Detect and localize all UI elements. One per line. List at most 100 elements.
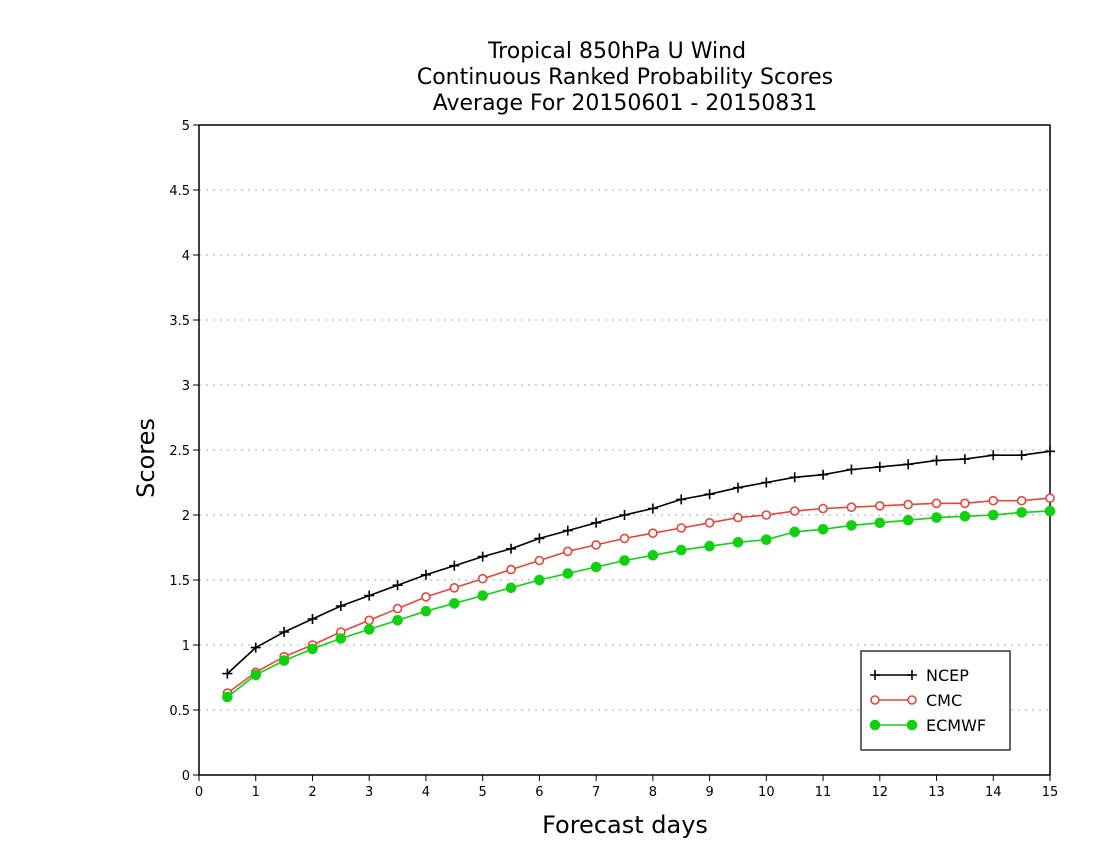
- data-point-ncep: [506, 543, 517, 554]
- data-point-cmc: [789, 506, 800, 516]
- data-point-ncep: [335, 601, 346, 611]
- data-point-cmc: [364, 615, 375, 626]
- data-point-ncep: [959, 454, 970, 465]
- data-point-cmc: [960, 498, 970, 509]
- data-point-ncep: [449, 560, 460, 571]
- legend-item-cmc: CMC: [870, 691, 962, 710]
- data-point-ecmwf: [222, 691, 233, 703]
- x-tick-label: 9: [705, 785, 713, 800]
- legend-marker: [869, 719, 881, 731]
- x-tick-label: 4: [422, 785, 430, 800]
- data-point-ncep: [591, 517, 602, 528]
- series-ncep: [222, 446, 1055, 679]
- chart-title: Tropical 850hPa U Wind Continuous Ranked…: [417, 39, 833, 116]
- data-point-ecmwf: [590, 561, 602, 573]
- data-point-cmc: [676, 523, 687, 533]
- data-point-ncep: [732, 482, 743, 493]
- data-point-ncep: [1016, 450, 1027, 461]
- x-tick-label: 8: [649, 785, 657, 800]
- data-point-ecmwf: [278, 655, 290, 666]
- legend-label-ncep: NCEP: [926, 666, 969, 685]
- data-point-cmc: [874, 501, 885, 511]
- data-point-cmc: [477, 573, 488, 584]
- data-point-ecmwf: [534, 574, 545, 586]
- series-line-ncep: [226, 450, 1051, 675]
- legend: NCEP CMC ECMWF: [860, 650, 1011, 751]
- legend-marker: [870, 670, 880, 680]
- data-point-ecmwf: [1044, 505, 1056, 517]
- data-point-ecmwf: [363, 624, 375, 635]
- y-tick-label: 2: [182, 509, 190, 524]
- series-ecmwf: [222, 505, 1056, 703]
- y-tick-label: 3.5: [169, 314, 190, 329]
- y-tick-label: 4.5: [169, 184, 190, 199]
- data-point-cmc: [534, 555, 545, 566]
- data-point-ncep: [222, 668, 233, 679]
- data-point-ecmwf: [704, 540, 715, 552]
- gridlines: [199, 189, 1050, 711]
- data-point-cmc: [648, 528, 658, 539]
- data-point-ecmwf: [902, 514, 914, 526]
- data-point-ncep: [846, 464, 857, 475]
- data-point-ecmwf: [562, 568, 574, 579]
- legend-marker: [870, 695, 880, 705]
- data-point-ncep: [789, 472, 800, 483]
- data-point-ncep: [364, 590, 375, 601]
- data-point-cmc: [733, 512, 743, 523]
- data-point-ncep: [619, 510, 630, 520]
- legend-label-ecmwf: ECMWF: [926, 716, 986, 735]
- y-tick-label: 1: [182, 639, 190, 654]
- data-point-ecmwf: [392, 615, 403, 626]
- data-point-ecmwf: [732, 537, 744, 548]
- data-point-ncep: [931, 455, 942, 466]
- data-point-ecmwf: [931, 512, 942, 523]
- data-point-ncep: [988, 450, 999, 461]
- data-point-cmc: [506, 564, 516, 575]
- title-line-3: Average For 20150601 - 20150831: [433, 91, 818, 116]
- y-tick-label: 1.5: [169, 574, 190, 589]
- data-point-ncep: [903, 459, 914, 470]
- legend-item-ecmwf: ECMWF: [869, 716, 986, 735]
- data-point-cmc: [591, 540, 601, 550]
- data-point-ecmwf: [250, 669, 262, 681]
- data-point-cmc: [392, 603, 403, 614]
- x-axis-label: Forecast days: [542, 811, 708, 839]
- legend-marker: [907, 695, 917, 705]
- legend-marker: [907, 670, 917, 680]
- data-point-cmc: [818, 503, 828, 514]
- x-tick-label: 5: [479, 785, 487, 800]
- x-tick-label: 12: [872, 785, 889, 800]
- data-point-ncep: [818, 469, 829, 480]
- data-point-cmc: [846, 502, 857, 513]
- data-point-ecmwf: [307, 643, 318, 655]
- data-point-ecmwf: [477, 590, 488, 601]
- data-point-ncep: [477, 551, 488, 562]
- x-tick-label: 3: [365, 785, 373, 800]
- data-point-cmc: [449, 582, 460, 593]
- data-point-ncep: [562, 525, 573, 536]
- data-point-ecmwf: [761, 534, 772, 546]
- x-tick-label: 1: [252, 785, 260, 800]
- data-point-ecmwf: [987, 509, 999, 521]
- x-tick-label: 6: [535, 785, 543, 800]
- data-point-ecmwf: [619, 555, 630, 566]
- data-point-ncep: [761, 477, 772, 488]
- data-point-ncep: [676, 494, 687, 505]
- data-point-ecmwf: [647, 550, 659, 561]
- data-point-ecmwf: [874, 517, 886, 529]
- data-point-cmc: [704, 517, 715, 528]
- data-point-cmc: [1016, 495, 1027, 506]
- data-point-ncep: [704, 489, 715, 500]
- data-point-cmc: [761, 510, 772, 520]
- data-point-ecmwf: [1016, 507, 1027, 518]
- y-tick-label: 4: [182, 249, 190, 264]
- data-point-ecmwf: [789, 526, 801, 538]
- data-point-ncep: [307, 614, 318, 624]
- y-tick-label: 0: [182, 769, 190, 784]
- legend-marker: [906, 719, 918, 731]
- data-point-ncep: [420, 569, 431, 580]
- y-tick-label: 3: [182, 379, 190, 394]
- series-layer: [222, 446, 1056, 703]
- x-tick-label: 14: [985, 785, 1002, 800]
- data-point-ecmwf: [449, 598, 460, 609]
